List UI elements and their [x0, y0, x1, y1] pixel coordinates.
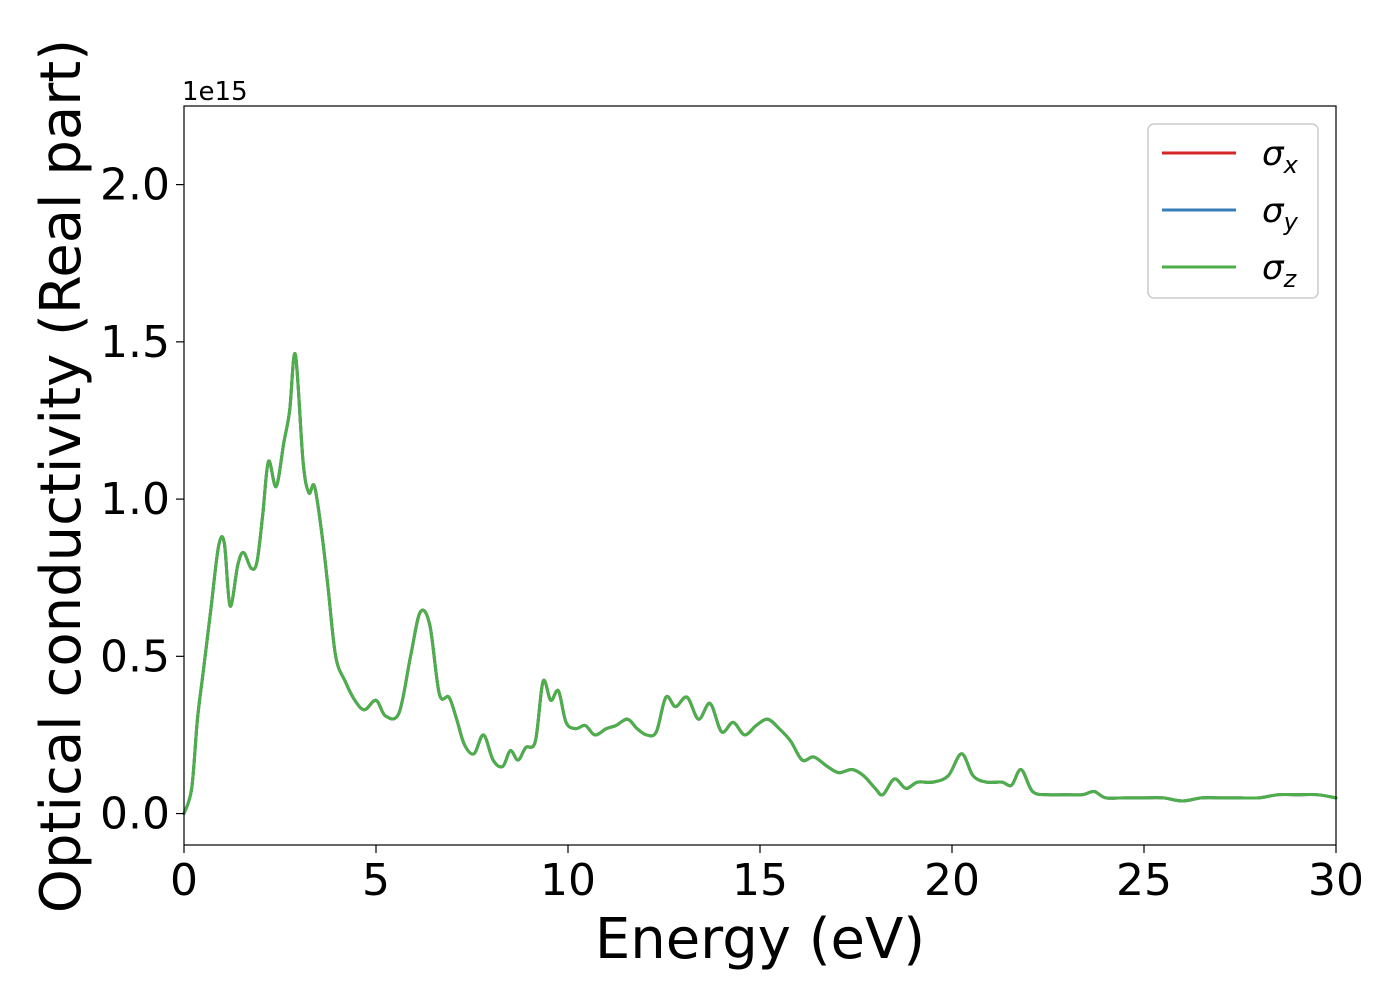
x-tick-label: 25 [1116, 855, 1172, 906]
series-layer [182, 352, 1338, 816]
y-tick-label: 0.0 [100, 789, 170, 840]
legend-symbol: σ [1262, 191, 1285, 231]
y-offset-label: 1e15 [182, 77, 248, 107]
x-tick-label: 30 [1308, 855, 1364, 906]
x-tick-label: 0 [170, 855, 198, 906]
legend-label-z: σz [1262, 248, 1298, 293]
x-axis-label: Energy (eV) [595, 907, 925, 972]
legend-subscript: x [1283, 151, 1299, 179]
y-axis-label: Optical conductivity (Real part) [29, 39, 94, 913]
legend-subscript: z [1283, 265, 1298, 293]
legend-subscript: y [1283, 208, 1299, 236]
legend-symbol: σ [1262, 134, 1285, 174]
legend-symbol: σ [1262, 248, 1285, 288]
x-tick-label: 20 [924, 855, 980, 906]
y-tick-label: 0.5 [100, 631, 170, 682]
x-axis: 0 5 10 15 20 25 30 [170, 845, 1364, 906]
legend-label-y: σy [1262, 191, 1299, 236]
x-tick-label: 15 [732, 855, 788, 906]
series-line-z [182, 352, 1338, 816]
y-axis: 0.0 0.5 1.0 1.5 2.0 [100, 160, 184, 840]
x-tick-label: 10 [540, 855, 596, 906]
x-tick-label: 5 [362, 855, 390, 906]
y-tick-label: 2.0 [100, 160, 170, 211]
y-tick-label: 1.0 [100, 474, 170, 525]
y-tick-label: 1.5 [100, 317, 170, 368]
legend-label-x: σx [1262, 134, 1299, 179]
